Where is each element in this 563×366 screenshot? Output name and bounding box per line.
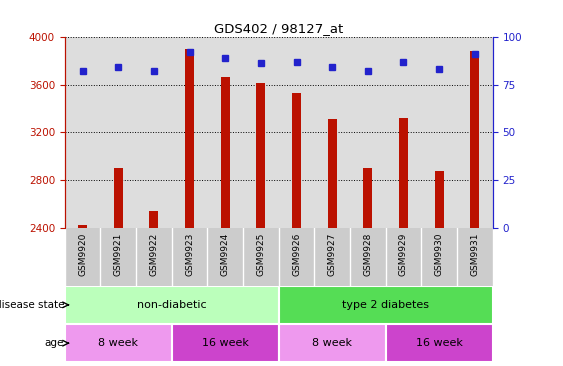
- Bar: [279, 286, 493, 324]
- Bar: [185, 49, 194, 228]
- Bar: [65, 286, 279, 324]
- Text: GSM9925: GSM9925: [256, 233, 265, 276]
- Text: GSM9920: GSM9920: [78, 233, 87, 276]
- Bar: [470, 51, 479, 228]
- Bar: [435, 171, 444, 228]
- Text: 16 week: 16 week: [415, 338, 463, 348]
- Bar: [399, 118, 408, 228]
- Bar: [172, 324, 279, 362]
- Bar: [149, 212, 158, 228]
- Bar: [221, 77, 230, 228]
- Text: 8 week: 8 week: [98, 338, 138, 348]
- Bar: [65, 324, 172, 362]
- Text: GSM9928: GSM9928: [363, 233, 372, 276]
- Text: age: age: [44, 338, 64, 348]
- Bar: [363, 168, 372, 228]
- Text: GSM9929: GSM9929: [399, 233, 408, 276]
- Text: GSM9923: GSM9923: [185, 233, 194, 276]
- Bar: [256, 83, 265, 228]
- Bar: [279, 324, 386, 362]
- Text: GSM9922: GSM9922: [149, 233, 158, 276]
- Text: type 2 diabetes: type 2 diabetes: [342, 300, 429, 310]
- Title: GDS402 / 98127_at: GDS402 / 98127_at: [214, 22, 343, 36]
- Text: GSM9921: GSM9921: [114, 233, 123, 276]
- Text: non-diabetic: non-diabetic: [137, 300, 207, 310]
- Text: 16 week: 16 week: [202, 338, 249, 348]
- Bar: [328, 119, 337, 228]
- Text: GSM9926: GSM9926: [292, 233, 301, 276]
- Text: GSM9930: GSM9930: [435, 233, 444, 276]
- Text: 8 week: 8 week: [312, 338, 352, 348]
- Bar: [292, 93, 301, 228]
- Text: GSM9931: GSM9931: [470, 233, 479, 276]
- Bar: [386, 324, 493, 362]
- Text: GSM9924: GSM9924: [221, 233, 230, 276]
- Bar: [78, 225, 87, 228]
- Bar: [114, 168, 123, 228]
- Text: disease state: disease state: [0, 300, 64, 310]
- Text: GSM9927: GSM9927: [328, 233, 337, 276]
